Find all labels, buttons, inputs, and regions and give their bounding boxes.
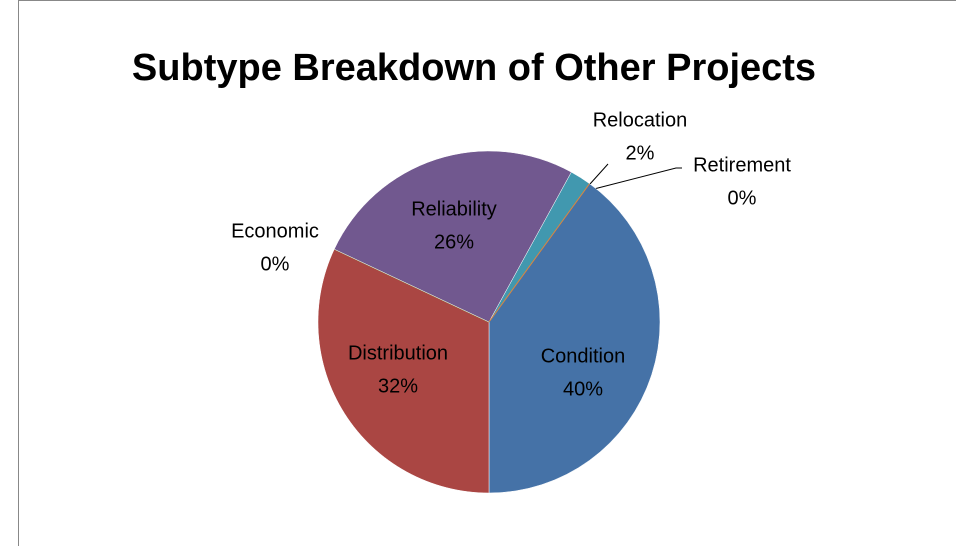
slice-value-label: 40% [563,378,603,400]
slice-value-label: 0% [261,253,290,275]
slice-label: Relocation [593,109,688,131]
slice-label: Retirement [693,154,791,176]
slice-label: Distribution [348,342,448,364]
leader-line [589,163,609,185]
leader-line [593,167,682,190]
slice-value-label: 2% [626,142,655,164]
pie-slice [333,150,572,323]
pie-slice [488,183,661,494]
pie-slice [317,248,490,494]
slice-value-label: 26% [434,231,474,253]
chart-title: Subtype Breakdown of Other Projects [132,47,816,89]
slice-label: Reliability [411,198,497,220]
slice-value-label: 32% [378,375,418,397]
pie-slice [488,183,590,323]
slice-label: Condition [541,345,626,367]
slice-label: Economic [231,220,319,242]
slice-value-label: 0% [728,187,757,209]
